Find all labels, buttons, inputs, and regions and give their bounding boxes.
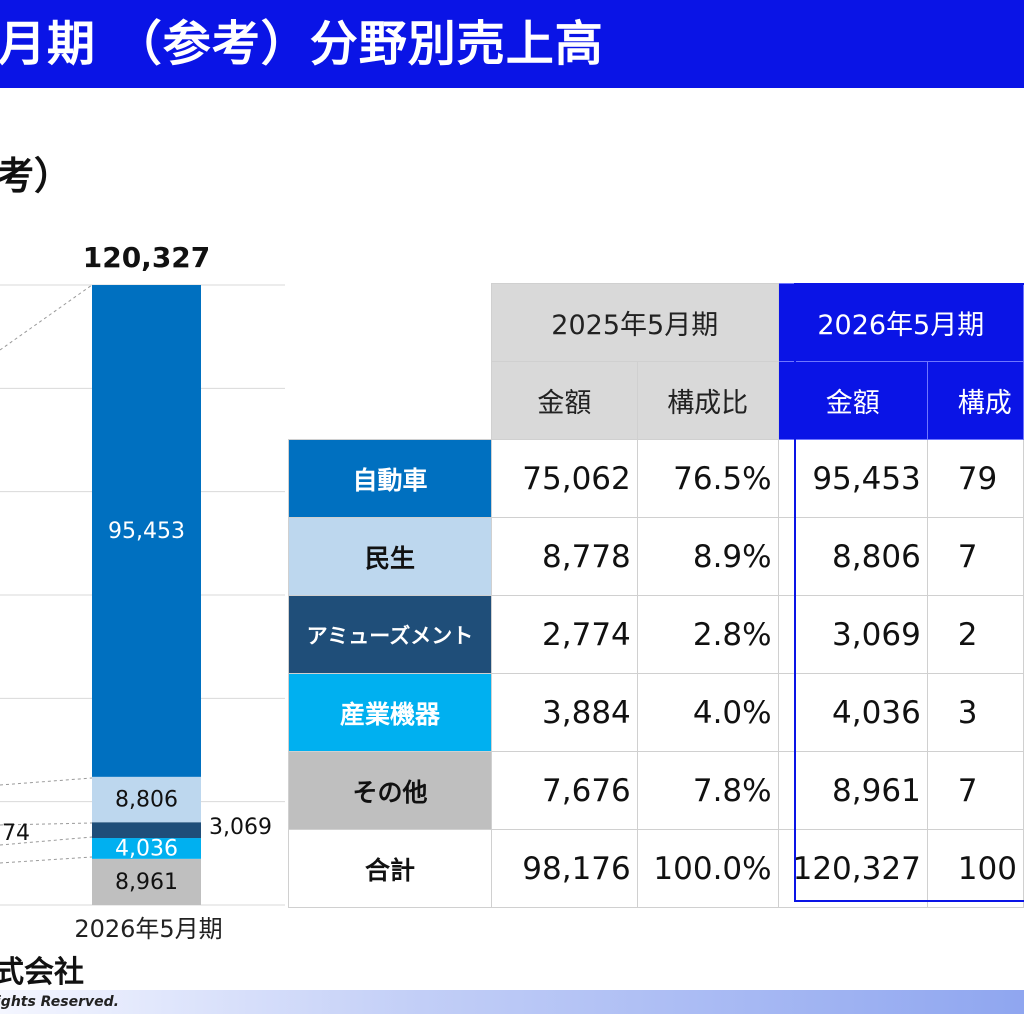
row-ratio-2025: 76.5%: [636, 439, 779, 518]
row-category: 合計: [288, 829, 492, 908]
table-row: アミューズメント 2,774 2.8% 3,069 2: [288, 595, 1024, 674]
title-bar: 月期 （参考）分野別売上高: [0, 0, 1024, 88]
footer-bar: [0, 990, 1024, 1014]
bar-segment-3: [92, 822, 201, 839]
header-2026: 2026年5月期: [777, 283, 1024, 362]
page-title: 月期 （参考）分野別売上高: [0, 16, 604, 72]
data-label: 8,806: [115, 788, 178, 813]
connector-line: [0, 284, 93, 351]
row-ratio-2026: 2: [926, 595, 1024, 674]
row-category: 民生: [288, 517, 492, 596]
row-amount-2025: 7,676: [490, 751, 638, 830]
row-ratio-2025: 8.9%: [636, 517, 779, 596]
row-ratio-2026: 100: [926, 829, 1024, 908]
row-amount-2026: 120,327: [777, 829, 928, 908]
table-row: その他 7,676 7.8% 8,961 7: [288, 751, 1024, 830]
category-label: 2026年5月期: [74, 915, 222, 943]
connector-line: [0, 856, 93, 864]
row-ratio-2026: 79: [926, 439, 1024, 518]
row-ratio-2026: 7: [926, 517, 1024, 596]
header-2025-amount: 金額: [490, 361, 638, 440]
bar-segment-5: [92, 285, 201, 777]
table-corner: [289, 284, 492, 362]
row-amount-2026: 4,036: [777, 673, 928, 752]
row-category: 産業機器: [288, 673, 492, 752]
row-ratio-2026: 3: [926, 673, 1024, 752]
table-row: 産業機器 3,884 4.0% 4,036 3: [288, 673, 1024, 752]
row-amount-2026: 8,961: [777, 751, 928, 830]
section-subtitle: 考）: [0, 154, 73, 198]
row-category: アミューズメント: [288, 595, 492, 674]
table-header-row-years: 2025年5月期 2026年5月期: [289, 283, 1024, 362]
header-2026-amount: 金額: [777, 361, 928, 440]
table-row: 自動車 75,062 76.5% 95,453 79: [288, 439, 1024, 518]
header-2025: 2025年5月期: [490, 283, 779, 362]
data-label: 4,036: [115, 836, 178, 861]
copyright-text: ights Reserved.: [0, 994, 119, 1010]
row-amount-2025: 98,176: [490, 829, 638, 908]
table-body: 自動車 75,062 76.5% 95,453 79 民生 8,778 8.9% 8,806 7 ア…: [288, 439, 1024, 908]
bar-segment-1: [92, 858, 201, 905]
row-amount-2025: 75,062: [490, 439, 638, 518]
row-amount-2025: 3,884: [490, 673, 638, 752]
row-amount-2025: 8,778: [490, 517, 638, 596]
bar-segment-2: [92, 838, 201, 859]
row-ratio-2025: 2.8%: [636, 595, 779, 674]
row-ratio-2025: 7.8%: [636, 751, 779, 830]
row-amount-2025: 2,774: [490, 595, 638, 674]
company-name: 式会社: [0, 955, 84, 990]
connector-line: [0, 777, 93, 786]
bar-segment-4: [92, 776, 201, 823]
data-label: 3,069: [209, 815, 272, 840]
data-label: 8,961: [115, 870, 178, 895]
total-label: 120,327: [83, 241, 211, 274]
row-amount-2026: 8,806: [777, 517, 928, 596]
table-row: 合計 98,176 100.0% 120,327 100: [288, 829, 1024, 908]
row-ratio-2025: 100.0%: [636, 829, 779, 908]
prev-year-partial-label: 74: [2, 821, 30, 846]
sales-table: 2025年5月期 2026年5月期 金額 構成比 金額 構成 自動車 75,062…: [288, 283, 1024, 908]
row-category: その他: [288, 751, 492, 830]
row-ratio-2025: 4.0%: [636, 673, 779, 752]
header-2026-ratio: 構成: [926, 361, 1024, 440]
row-amount-2026: 95,453: [777, 439, 928, 518]
data-label: 95,453: [108, 519, 185, 544]
row-category: 自動車: [288, 439, 492, 518]
table-row: 民生 8,778 8.9% 8,806 7: [288, 517, 1024, 596]
row-ratio-2026: 7: [926, 751, 1024, 830]
header-2025-ratio: 構成比: [636, 361, 779, 440]
row-amount-2026: 3,069: [777, 595, 928, 674]
table-corner-sub: [289, 362, 492, 440]
stacked-bar-chart: 8,961 4,036 3,069 8,806 95,453 120,327 74 2026年…: [0, 241, 285, 943]
table-header-row-sub: 金額 構成比 金額 構成: [289, 361, 1024, 440]
